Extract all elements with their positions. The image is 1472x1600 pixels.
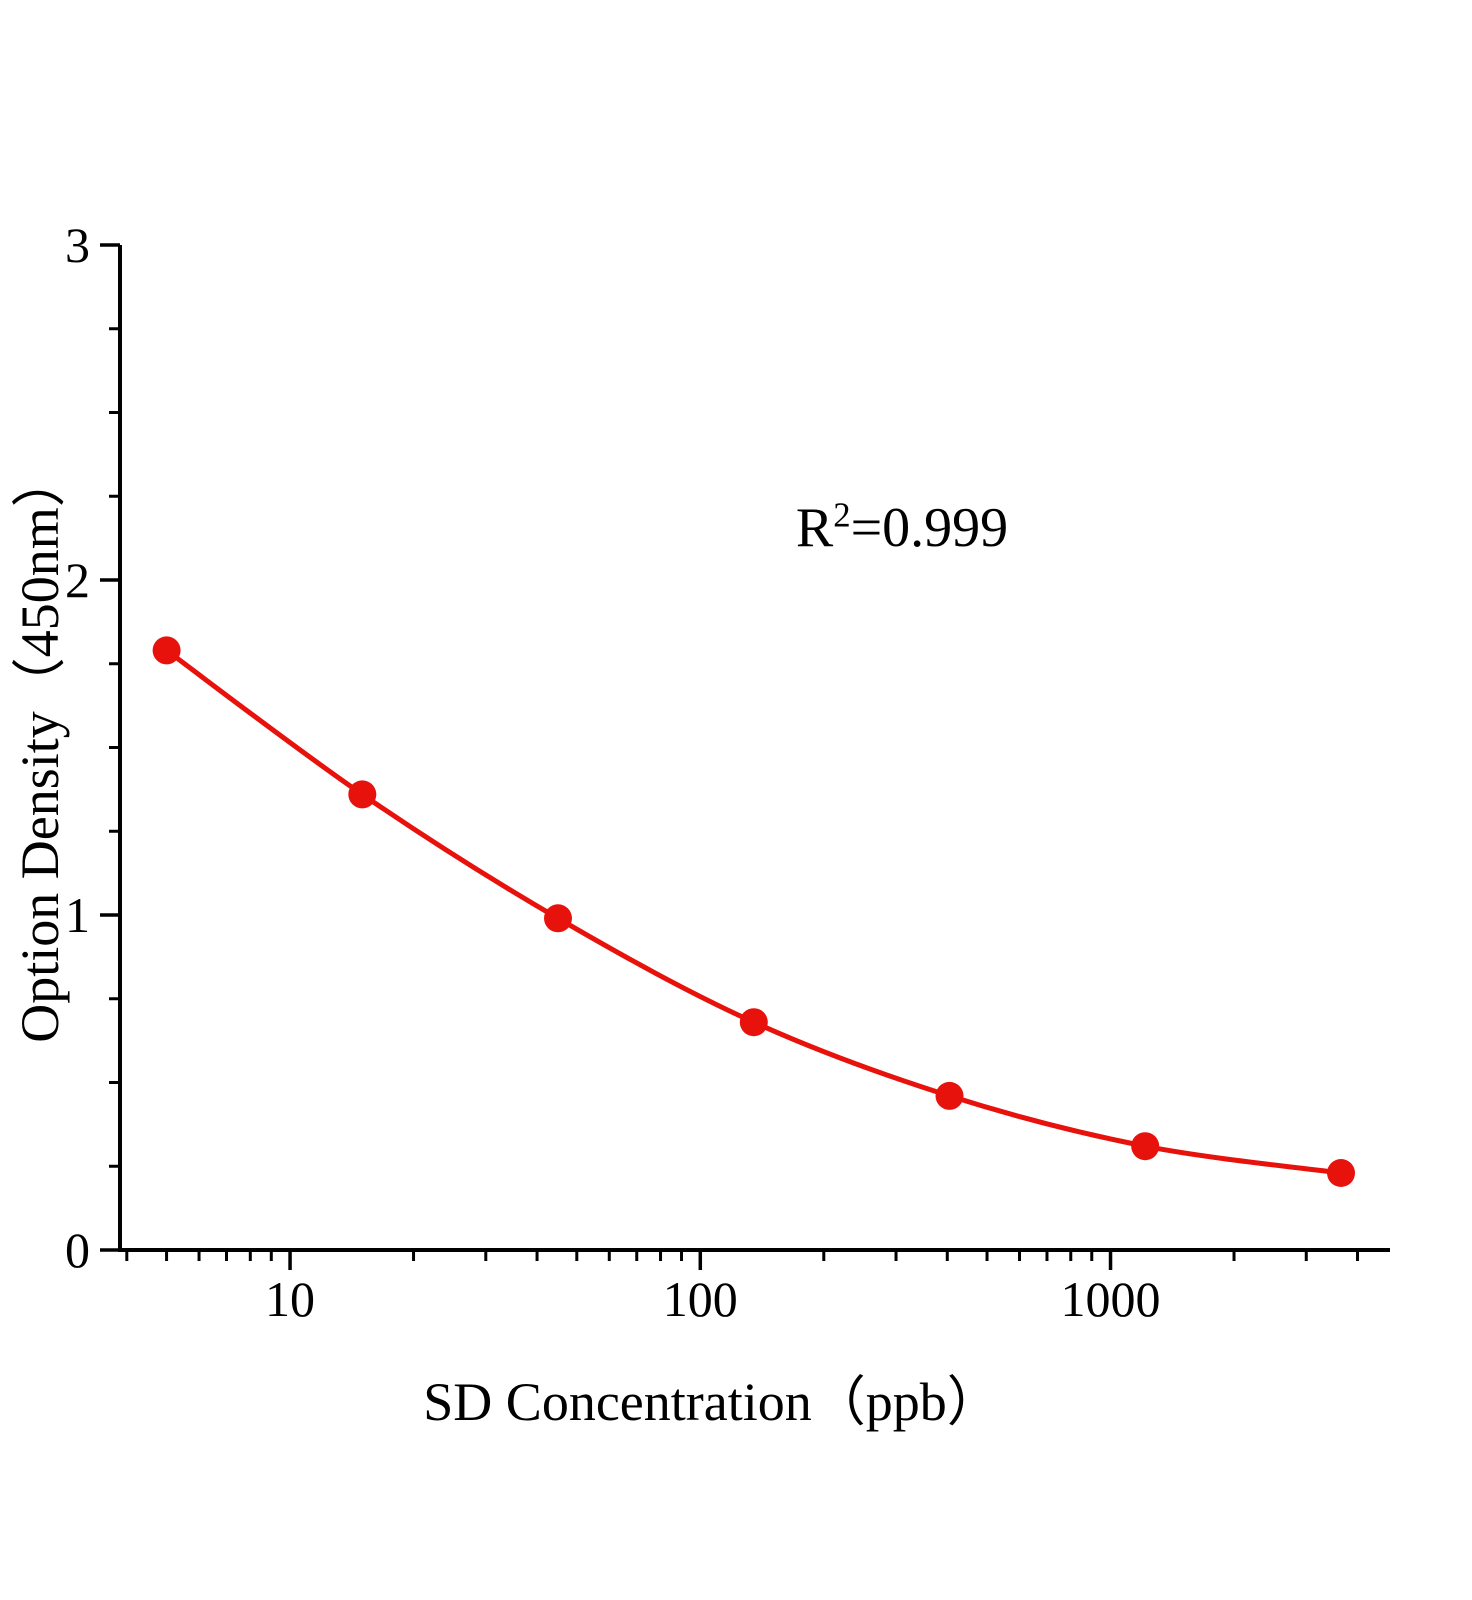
data-point-marker (544, 904, 572, 933)
y-tick-label: 1 (65, 887, 90, 943)
r-squared-exponent: 2 (833, 495, 851, 535)
y-tick-label: 2 (65, 552, 90, 608)
chart-generated-content: 10 100 1000 0 1 2 3 (65, 217, 1390, 1327)
x-tick-label: 1000 (1061, 1271, 1161, 1327)
data-point-marker (152, 636, 181, 665)
y-tick-label: 3 (65, 217, 90, 273)
y-tick-label: 0 (65, 1222, 90, 1278)
data-point-marker (739, 1008, 768, 1037)
data-point-marker (1327, 1159, 1355, 1187)
r-squared-annotation: R2=0.999 (796, 496, 1008, 560)
data-point-marker (348, 780, 377, 809)
y-axis-title: Option Density（450nm） (10, 453, 70, 1043)
standard-curve-line (164, 647, 1344, 1176)
data-point-marker (1131, 1132, 1160, 1161)
r-squared-value: =0.999 (850, 497, 1009, 559)
data-point-marker (935, 1081, 964, 1110)
x-tick-label: 100 (663, 1271, 738, 1327)
x-axis-title: SD Concentration（ppb） (423, 1372, 1000, 1432)
x-tick-label: 10 (265, 1271, 315, 1327)
r-squared-base: R (795, 497, 834, 559)
